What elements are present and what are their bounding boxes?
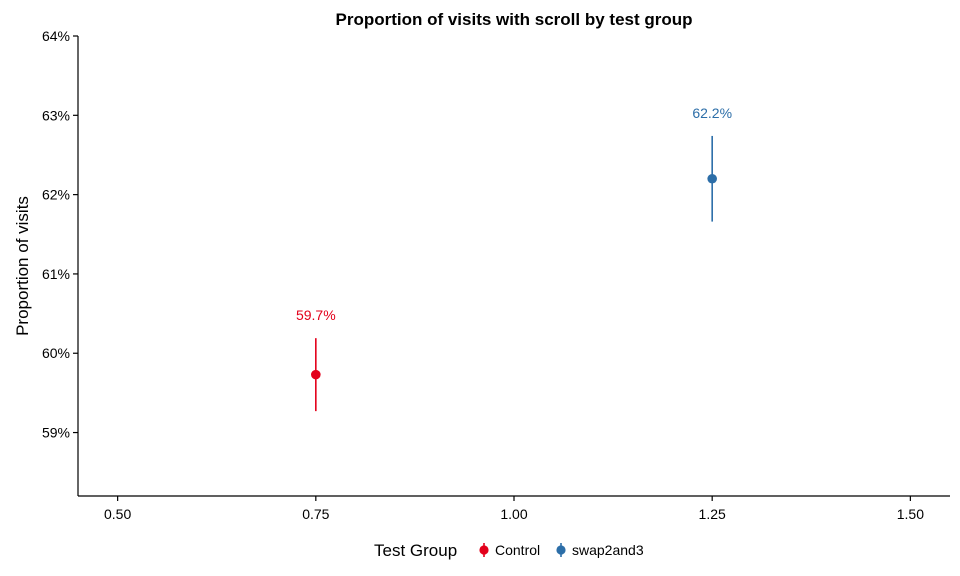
data-label-0: 59.7% bbox=[296, 307, 336, 323]
data-point-0 bbox=[311, 369, 321, 380]
data-label-1: 62.2% bbox=[692, 105, 732, 121]
legend-key-point-0 bbox=[479, 545, 489, 555]
legend: Test Group Control swap2and3 bbox=[374, 541, 644, 560]
y-tick-label: 63% bbox=[42, 107, 70, 123]
y-tick-label: 59% bbox=[42, 425, 70, 441]
y-tick-label: 62% bbox=[42, 187, 70, 203]
legend-title: Test Group bbox=[374, 541, 457, 560]
x-tick-label: 1.00 bbox=[500, 506, 527, 522]
x-axis-ticks: 0.50 0.75 1.00 1.25 1.50 bbox=[104, 496, 924, 522]
legend-label-0: Control bbox=[495, 542, 540, 558]
x-tick-label: 1.50 bbox=[897, 506, 924, 522]
y-axis-ticks: 59% 60% 61% 62% 63% 64% bbox=[42, 28, 78, 441]
data-point-1 bbox=[707, 173, 717, 184]
y-tick-label: 64% bbox=[42, 28, 70, 44]
x-tick-label: 0.75 bbox=[302, 506, 329, 522]
y-tick-label: 60% bbox=[42, 345, 70, 361]
chart-title: Proportion of visits with scroll by test… bbox=[335, 10, 692, 29]
y-axis-title: Proportion of visits bbox=[13, 196, 32, 336]
x-tick-label: 1.25 bbox=[699, 506, 726, 522]
plot-marks: 59.7% 62.2% bbox=[296, 105, 732, 412]
legend-label-1: swap2and3 bbox=[572, 542, 644, 558]
y-tick-label: 61% bbox=[42, 266, 70, 282]
x-tick-label: 0.50 bbox=[104, 506, 131, 522]
legend-key-point-1 bbox=[556, 545, 566, 555]
